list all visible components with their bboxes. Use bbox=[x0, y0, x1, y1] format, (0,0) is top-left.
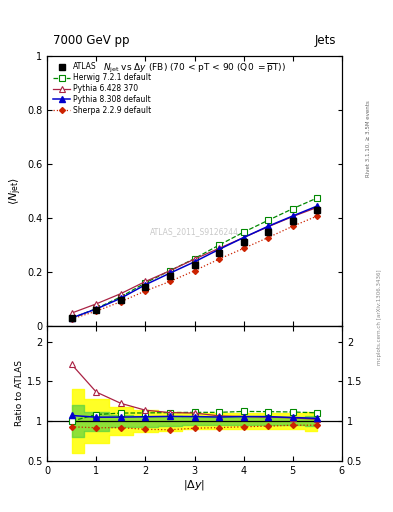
Text: 7000 GeV pp: 7000 GeV pp bbox=[53, 34, 130, 47]
Y-axis label: Ratio to ATLAS: Ratio to ATLAS bbox=[15, 360, 24, 426]
Y-axis label: $\langle N_\mathrm{jet} \rangle$: $\langle N_\mathrm{jet} \rangle$ bbox=[8, 177, 24, 205]
Text: Rivet 3.1.10, ≥ 3.5M events: Rivet 3.1.10, ≥ 3.5M events bbox=[365, 100, 371, 177]
Text: Jets: Jets bbox=[314, 34, 336, 47]
Text: $N_\mathrm{jet}$ vs $\Delta y$ (FB) (70 < pT < 90 (Q0 $=\overline{\mathrm{p}}$T): $N_\mathrm{jet}$ vs $\Delta y$ (FB) (70 … bbox=[103, 62, 286, 75]
Text: ATLAS_2011_S9126244: ATLAS_2011_S9126244 bbox=[150, 227, 239, 236]
Text: mcplots.cern.ch [arXiv:1306.3436]: mcplots.cern.ch [arXiv:1306.3436] bbox=[377, 270, 382, 365]
Legend: ATLAS, Herwig 7.2.1 default, Pythia 6.428 370, Pythia 8.308 default, Sherpa 2.2.: ATLAS, Herwig 7.2.1 default, Pythia 6.42… bbox=[51, 60, 154, 117]
X-axis label: $|\Delta y|$: $|\Delta y|$ bbox=[184, 478, 206, 493]
